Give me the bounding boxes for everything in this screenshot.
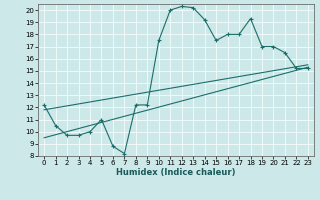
X-axis label: Humidex (Indice chaleur): Humidex (Indice chaleur): [116, 168, 236, 177]
